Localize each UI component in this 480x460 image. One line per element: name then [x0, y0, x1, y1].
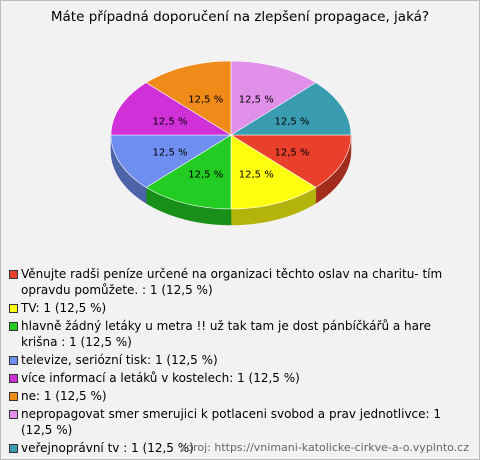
legend-swatch: [9, 356, 18, 365]
legend-item: více informací a letáků v kostelech: 1 (…: [9, 370, 471, 386]
slice: [230, 60, 317, 136]
legend-swatch: [9, 392, 18, 401]
slice: [230, 134, 317, 210]
legend-label: nepropagovat smer smerujici k potlaceni …: [21, 407, 442, 437]
chart-title: Máte případná doporučení na zlepšení pro…: [50, 9, 430, 25]
legend-item: televize, seriózní tisk: 1 (12,5 %): [9, 352, 471, 368]
legend-label: hlavně žádný letáky u metra !! už tak ta…: [21, 319, 432, 349]
legend-item: TV: 1 (12,5 %): [9, 300, 471, 316]
legend-label: ne: 1 (12,5 %): [21, 389, 107, 403]
data-label: 12,5 %: [239, 170, 274, 181]
slice: [229, 134, 352, 188]
legend-item: Věnujte radši peníze určené na organizac…: [9, 266, 471, 298]
legend: Věnujte radši peníze určené na organizac…: [9, 266, 471, 458]
legend-label: veřejnoprávní tv : 1 (12,5 %): [21, 441, 194, 455]
data-label: 12,5 %: [188, 170, 223, 181]
slice: [145, 60, 232, 136]
legend-item: ne: 1 (12,5 %): [9, 388, 471, 404]
legend-label: TV: 1 (12,5 %): [21, 301, 107, 315]
pie-area: 12,5 %12,5 %12,5 %12,5 %12,5 %12,5 % 12,5…: [110, 60, 352, 226]
legend-label: více informací a letáků v kostelech: 1 (…: [21, 371, 300, 385]
legend-swatch: [9, 304, 18, 313]
legend-swatch: [9, 444, 18, 453]
data-label: 12,5 %: [188, 94, 223, 105]
legend-item: hlavně žádný letáky u metra !! už tak ta…: [9, 318, 471, 350]
slice: [110, 82, 233, 136]
legend-item: nepropagovat smer smerujici k potlaceni …: [9, 406, 471, 438]
legend-swatch: [9, 322, 18, 331]
legend-swatch: [9, 410, 18, 419]
slice: [229, 82, 352, 136]
data-label: 12,5 %: [153, 116, 188, 127]
data-label: 12,5 %: [274, 148, 309, 159]
slice: [110, 134, 233, 188]
legend-label: Věnujte radši peníze určené na organizac…: [21, 267, 443, 297]
data-label: 12,5 %: [274, 116, 309, 127]
legend-swatch: [9, 270, 18, 279]
source: zdroj: https://vnimani-katolicke-cirkve-…: [180, 441, 469, 454]
data-label: 12,5 %: [239, 94, 274, 105]
legend-label: televize, seriózní tisk: 1 (12,5 %): [21, 353, 218, 367]
legend-swatch: [9, 374, 18, 383]
slice: [145, 134, 232, 210]
data-label: 12,5 %: [153, 148, 188, 159]
legend-item: veřejnoprávní tv : 1 (12,5 %): [9, 440, 471, 456]
